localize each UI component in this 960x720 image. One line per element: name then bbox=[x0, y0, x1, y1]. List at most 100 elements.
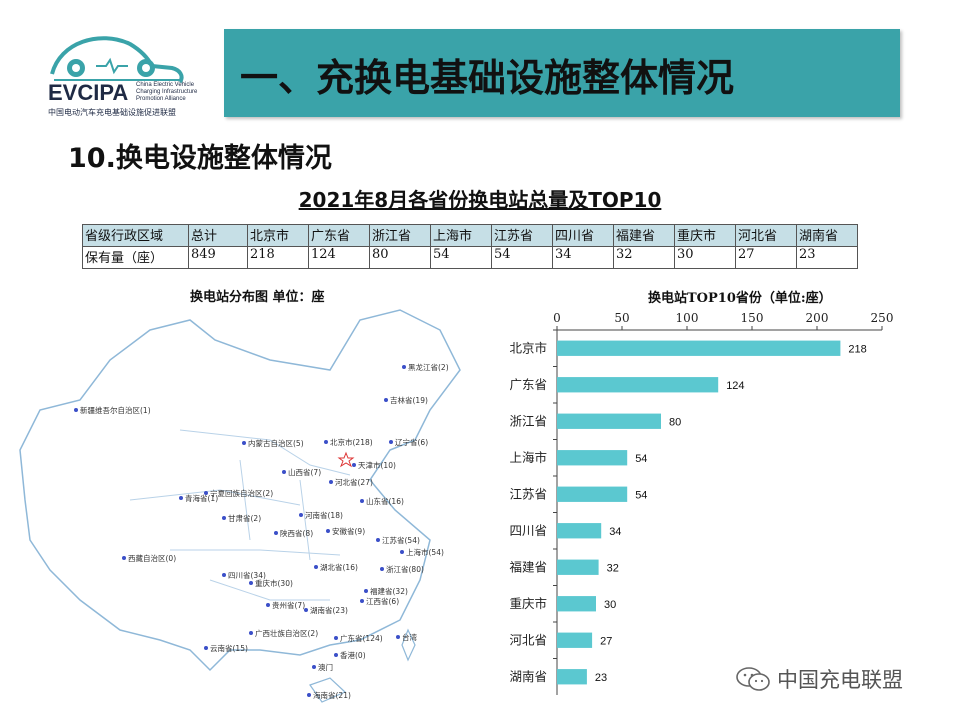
map-dot bbox=[179, 496, 183, 500]
bar bbox=[557, 632, 593, 648]
map-label: 湖南省(23) bbox=[310, 606, 348, 615]
map-dot bbox=[402, 365, 406, 369]
table-cell: 218 bbox=[247, 246, 309, 269]
map-label: 湖北省(16) bbox=[320, 563, 358, 572]
table-cell: 849 bbox=[188, 246, 248, 269]
page-title: 一、充换电基础设施整体情况 bbox=[240, 56, 735, 100]
evcipa-logo-icon bbox=[50, 36, 184, 84]
map-dot bbox=[334, 653, 338, 657]
map-dot bbox=[312, 665, 316, 669]
map-dot bbox=[204, 646, 208, 650]
wechat-icon bbox=[736, 667, 770, 691]
map-dot bbox=[204, 491, 208, 495]
map-dot bbox=[222, 516, 226, 520]
bar bbox=[557, 486, 628, 502]
map-label: 重庆市(30) bbox=[255, 579, 293, 588]
table-cell: 广东省 bbox=[308, 224, 370, 247]
table-cell: 河北省 bbox=[735, 224, 797, 247]
map-label: 广西壮族自治区(2) bbox=[255, 629, 319, 638]
x-tick-label: 200 bbox=[806, 311, 829, 325]
china-map-outline-icon bbox=[19, 309, 461, 703]
watermark: 中国充电联盟 bbox=[735, 664, 903, 694]
table-cell: 124 bbox=[308, 246, 370, 269]
x-tick-label: 50 bbox=[614, 311, 629, 325]
map-dot bbox=[314, 565, 318, 569]
category-label: 福建省 bbox=[509, 559, 547, 574]
table-cell: 总计 bbox=[188, 224, 248, 247]
map-label: 贵州省(7) bbox=[272, 601, 306, 610]
data-label: 218 bbox=[848, 343, 866, 355]
x-tick-label: 150 bbox=[741, 311, 764, 325]
map-label: 澳门 bbox=[318, 663, 333, 672]
data-label: 124 bbox=[726, 380, 744, 392]
map-dot bbox=[299, 513, 303, 517]
map-dot bbox=[329, 480, 333, 484]
table-cell: 23 bbox=[796, 246, 858, 269]
table-cell: 34 bbox=[552, 246, 614, 269]
map-label: 河北省(27) bbox=[335, 478, 373, 487]
x-tick-label: 0 bbox=[553, 311, 561, 325]
table-cell: 80 bbox=[369, 246, 431, 269]
china-map: 黑龙江省(2) 吉林省(19) 新疆维吾尔自治区(1) 内蒙古自治区(5) 北京市(21… bbox=[10, 300, 480, 710]
category-label: 江苏省 bbox=[509, 486, 547, 501]
bar bbox=[557, 413, 661, 429]
table-header-row: 省级行政区域 总计 北京市 广东省 浙江省 上海市 江苏省 四川省 福建省 重庆… bbox=[82, 224, 858, 247]
table-cell: 四川省 bbox=[552, 224, 614, 247]
table-cell: 32 bbox=[613, 246, 675, 269]
header-banner: 一、充换电基础设施整体情况 bbox=[224, 29, 900, 117]
map-dot bbox=[352, 463, 356, 467]
bar bbox=[557, 559, 599, 575]
data-label: 23 bbox=[595, 672, 607, 684]
top10-bar-chart: 0 50 100 150 200 250 北京市 218 广东省 124 浙江省 80 上海市 54 江苏省… bbox=[509, 311, 894, 695]
map-dot bbox=[380, 567, 384, 571]
map-label: 海南省(21) bbox=[313, 691, 351, 700]
table-cell: 30 bbox=[674, 246, 736, 269]
map-dot bbox=[360, 499, 364, 503]
watermark-text: 中国充电联盟 bbox=[777, 668, 903, 692]
map-dot bbox=[396, 635, 400, 639]
map-dot bbox=[384, 398, 388, 402]
data-label: 30 bbox=[604, 599, 616, 611]
map-label: 江西省(6) bbox=[366, 597, 400, 606]
map-label: 天津市(10) bbox=[358, 461, 396, 470]
map-dot bbox=[266, 603, 270, 607]
data-label: 27 bbox=[600, 635, 612, 647]
map-label: 黑龙江省(2) bbox=[408, 363, 449, 372]
map-label: 内蒙古自治区(5) bbox=[248, 439, 304, 448]
table-cell: 浙江省 bbox=[369, 224, 431, 247]
table-cell: 27 bbox=[735, 246, 797, 269]
map-label: 陕西省(8) bbox=[280, 529, 314, 538]
map-label: 四川省(34) bbox=[228, 571, 266, 580]
map-label: 辽宁省(6) bbox=[395, 438, 429, 447]
bar bbox=[557, 450, 628, 466]
x-tick-label: 100 bbox=[676, 311, 699, 325]
map-dot bbox=[376, 538, 380, 542]
table-cell: 湖南省 bbox=[796, 224, 858, 247]
map-dot bbox=[307, 693, 311, 697]
logo-en-line: China Electric Vehicle bbox=[136, 82, 195, 88]
logo-english: China Electric Vehicle Charging Infrastr… bbox=[136, 82, 206, 103]
map-dot bbox=[360, 599, 364, 603]
x-tick-label: 250 bbox=[871, 311, 894, 325]
map-label: 北京市(218) bbox=[330, 438, 373, 447]
map-label: 香港(0) bbox=[340, 651, 366, 660]
table-cell: 54 bbox=[491, 246, 553, 269]
map-dot bbox=[282, 470, 286, 474]
map-dot bbox=[364, 589, 368, 593]
map-dot bbox=[122, 556, 126, 560]
map-label: 宁夏回族自治区(2) bbox=[210, 489, 274, 498]
map-dot bbox=[274, 531, 278, 535]
map-title: 换电站分布图 单位：座 bbox=[190, 290, 325, 305]
chart-title: 换电站TOP10省份（单位:座） bbox=[648, 291, 832, 306]
map-dot bbox=[74, 408, 78, 412]
bar bbox=[557, 523, 602, 539]
table-cell: 江苏省 bbox=[491, 224, 553, 247]
table-cell: 保有量（座） bbox=[82, 246, 189, 269]
map-label: 新疆维吾尔自治区(1) bbox=[80, 406, 151, 415]
map-label: 青海省(1) bbox=[185, 494, 219, 503]
map-label: 山东省(16) bbox=[366, 497, 404, 506]
category-label: 北京市 bbox=[509, 340, 547, 355]
map-label: 河南省(18) bbox=[305, 511, 343, 520]
table-title-wrap: 2021年8月各省份换电站总量及TOP10 bbox=[0, 184, 960, 213]
map-dot bbox=[242, 441, 246, 445]
